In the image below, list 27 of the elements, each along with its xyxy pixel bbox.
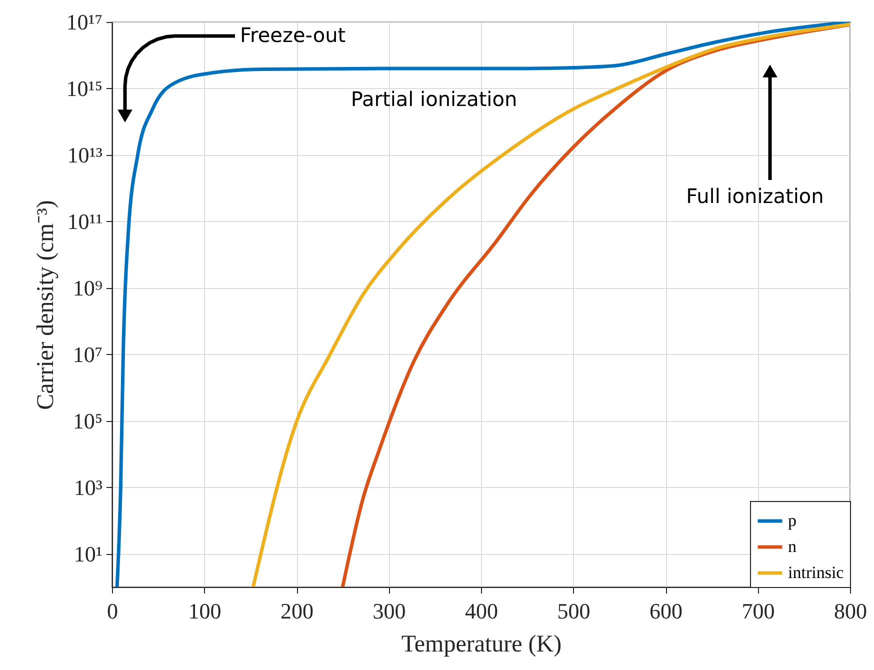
y-tick-label: 10¹⁷ — [66, 10, 102, 34]
x-tick-label: 700 — [742, 598, 775, 624]
x-tick-label: 600 — [650, 598, 682, 624]
y-axis-title: Carrier density (cm⁻³) — [33, 200, 60, 410]
y-tick-label: 10¹¹ — [67, 208, 102, 234]
annotation: Partial ionization — [350, 87, 518, 111]
y-tick-label: 10⁹ — [72, 275, 103, 300]
legend-label: n — [788, 537, 797, 556]
legend-label: p — [788, 511, 796, 530]
y-tick-label: 10⁵ — [72, 408, 102, 434]
x-tick-label: 800 — [834, 598, 867, 624]
legend-label: intrinsic — [788, 563, 844, 582]
y-tick-label: 10¹ — [74, 541, 102, 566]
x-tick-label: 300 — [372, 598, 406, 624]
line-series — [115, 22, 850, 587]
y-tick-label: 10¹⁵ — [66, 76, 102, 101]
annotation: Full ionization — [686, 184, 824, 208]
x-tick-label: 200 — [280, 598, 314, 624]
x-tick-label: 100 — [188, 598, 222, 624]
x-tick-label: 400 — [465, 598, 498, 624]
y-tick-label: 10⁷ — [72, 342, 102, 367]
x-tick-label: 500 — [557, 598, 590, 624]
y-tick-label: 10³ — [74, 474, 103, 500]
x-tick-label: 0 — [107, 598, 118, 624]
x-axis-title: Temperature (K) — [401, 632, 562, 658]
y-tick-label: 10¹³ — [67, 142, 103, 168]
annotation: Freeze-out — [240, 23, 346, 47]
